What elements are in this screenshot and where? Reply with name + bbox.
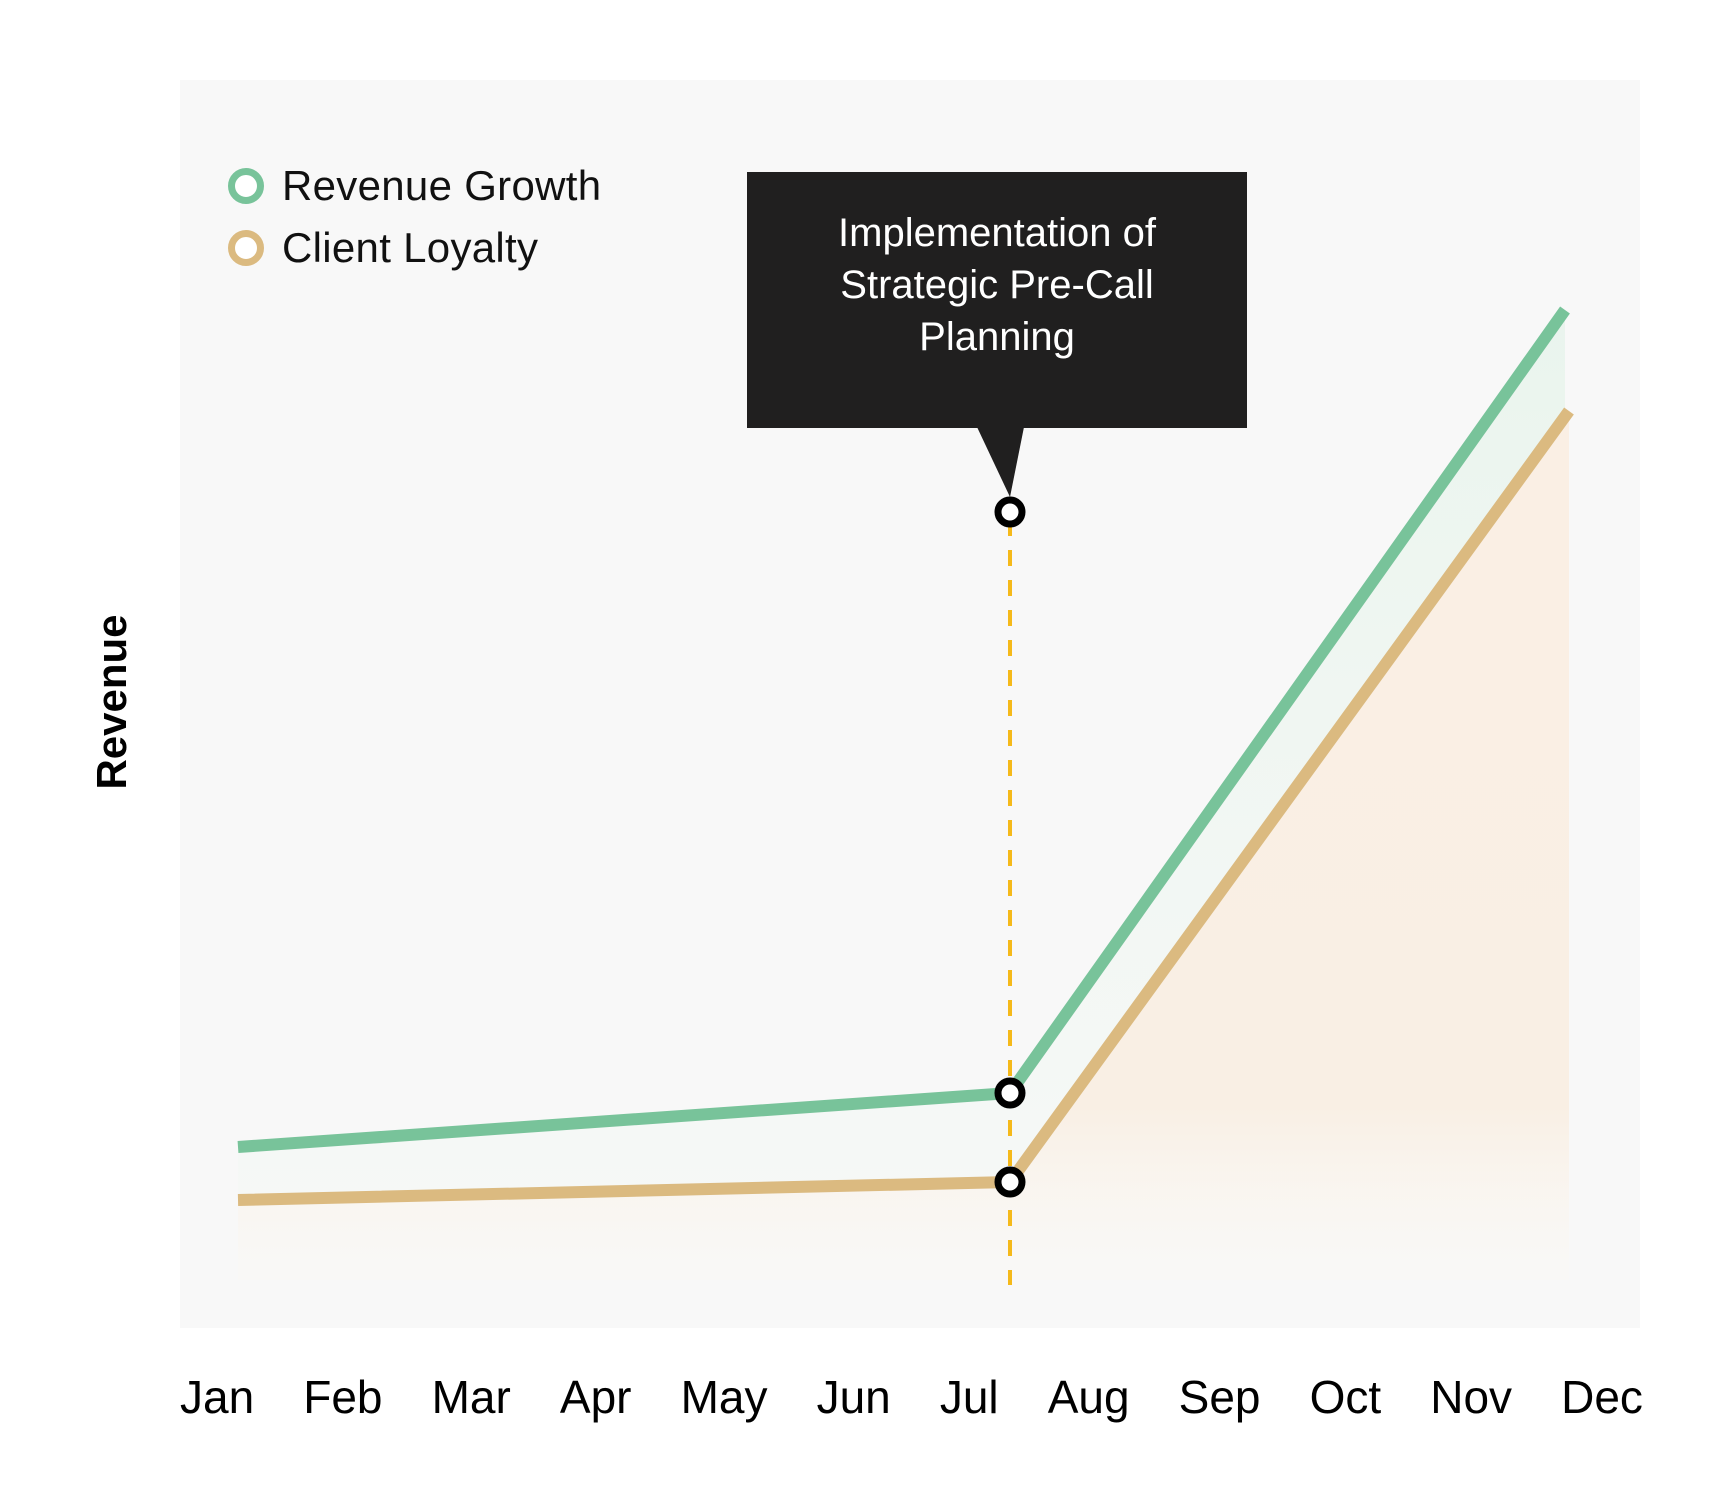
legend-label: Client Loyalty: [282, 224, 539, 271]
x-tick: Apr: [559, 1371, 632, 1423]
callout-text: Implementation of Strategic Pre-Call Pla…: [838, 211, 1156, 359]
x-tick: Jan: [180, 1371, 255, 1423]
x-tick: Jun: [816, 1371, 891, 1423]
x-tick: Aug: [1047, 1371, 1130, 1423]
revenue-growth-event-marker[interactable]: [994, 1077, 1026, 1109]
x-tick: Sep: [1178, 1371, 1261, 1423]
x-axis: Jan Feb Mar Apr May Jun Jul Aug Sep Oct …: [180, 1370, 1643, 1424]
x-tick: Dec: [1561, 1371, 1643, 1423]
legend-item-revenue-growth[interactable]: Revenue Growth: [228, 155, 601, 217]
revenue-growth-area: [238, 310, 1565, 1200]
callout-pointer: [977, 427, 1024, 497]
client-loyalty-event-marker[interactable]: [994, 1166, 1026, 1198]
legend-item-client-loyalty[interactable]: Client Loyalty: [228, 217, 601, 279]
y-axis-label: Revenue: [88, 614, 135, 790]
legend-label: Revenue Growth: [282, 162, 602, 209]
x-tick: Mar: [431, 1371, 511, 1423]
ring-icon: [228, 168, 264, 204]
annotation-callout: Implementation of Strategic Pre-Call Pla…: [747, 172, 1247, 428]
x-tick: May: [680, 1371, 768, 1423]
x-tick: Jul: [939, 1371, 999, 1423]
x-tick: Nov: [1430, 1371, 1513, 1423]
legend: Revenue Growth Client Loyalty: [228, 155, 601, 279]
event-marker-top[interactable]: [994, 496, 1026, 528]
x-tick: Feb: [303, 1371, 383, 1423]
ring-icon: [228, 230, 264, 266]
client-loyalty-area: [238, 411, 1569, 1280]
x-tick: Oct: [1309, 1371, 1382, 1423]
